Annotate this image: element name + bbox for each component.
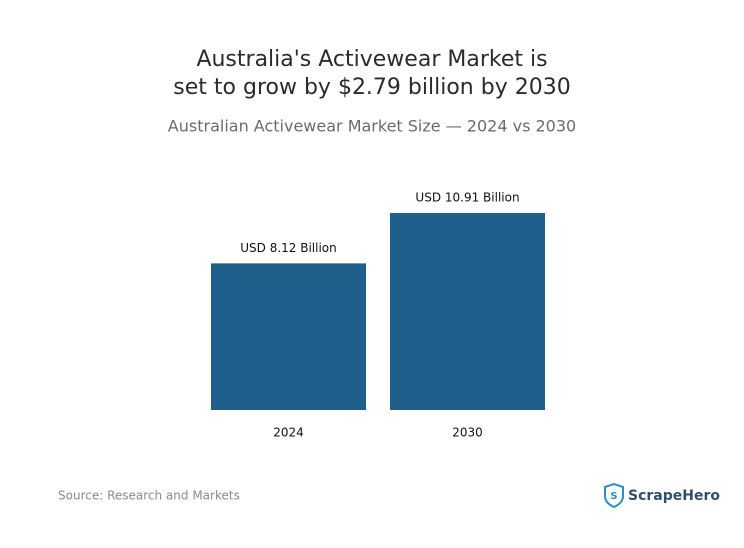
bar: [390, 213, 545, 410]
data-label: USD 10.91 Billion: [415, 191, 519, 205]
bar: [211, 263, 366, 410]
data-label: USD 8.12 Billion: [240, 241, 337, 255]
chart-title: Australia's Activewear Market is: [196, 47, 547, 72]
chart-title: set to grow by $2.79 billion by 2030: [173, 75, 570, 100]
logo-icon: [604, 482, 624, 509]
chart-subtitle: Australian Activewear Market Size — 2024…: [168, 117, 576, 136]
source: Source: Research and Markets: [58, 489, 240, 503]
x-tick-label: 2024: [273, 426, 304, 440]
x-tick-label: 2030: [452, 426, 483, 440]
brand-name: ScrapeHero: [628, 488, 720, 504]
logo-letter: S: [610, 491, 617, 502]
brand-logo: S ScrapeHero: [604, 482, 720, 509]
